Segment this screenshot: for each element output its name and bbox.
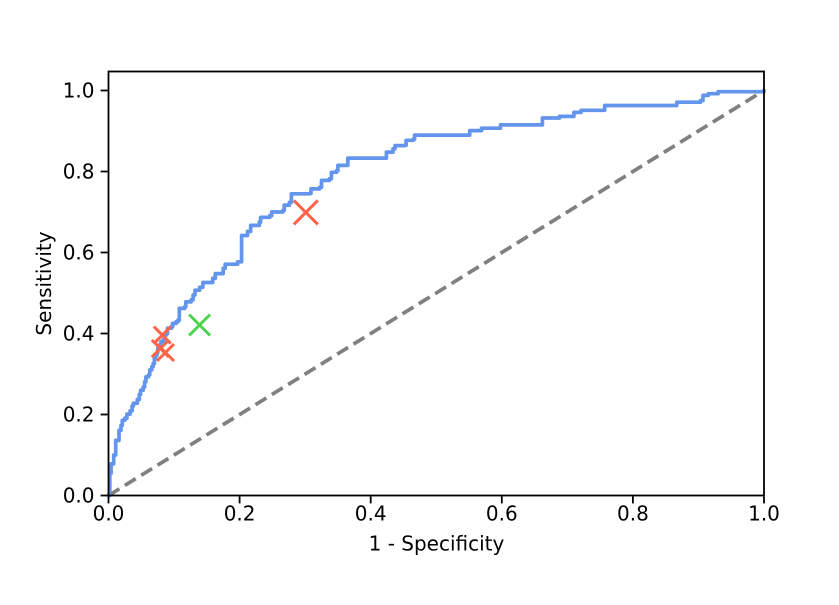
red-operating-points-x-marker — [155, 342, 176, 363]
y-tick-label: 0.0 — [63, 484, 95, 508]
x-tick-label: 0.8 — [617, 502, 649, 526]
x-marker-stroke — [292, 199, 319, 226]
plot-frame — [107, 70, 765, 497]
x-tick-label: 0.4 — [355, 502, 387, 526]
green-operating-point-x-marker — [188, 313, 212, 337]
chance-diagonal-line — [107, 88, 765, 498]
y-tick-label: 0.4 — [63, 322, 95, 346]
x-tick-label: 1.0 — [748, 502, 780, 526]
x-tick-label: 0.6 — [486, 502, 518, 526]
x-marker-stroke — [155, 342, 176, 363]
y-tick-label: 1.0 — [63, 79, 95, 103]
y-ticks: 0.0 0.2 0.4 0.6 0.8 1.0 — [63, 79, 108, 508]
y-tick-label: 0.6 — [63, 241, 95, 265]
y-tick-label: 0.8 — [63, 160, 95, 184]
red-operating-points-x-marker — [292, 199, 319, 226]
operating-point-markers — [150, 199, 319, 363]
x-marker-stroke — [188, 313, 212, 337]
y-axis-label: Sensitivity — [32, 231, 56, 335]
x-tick-label: 0.2 — [224, 502, 256, 526]
y-tick-label: 0.2 — [63, 403, 95, 427]
roc-curve — [106, 88, 766, 498]
x-tick-label: 0.0 — [93, 502, 125, 526]
x-marker-stroke — [152, 325, 172, 345]
x-axis-label: 1 - Specificity — [369, 532, 505, 556]
x-ticks: 0.0 0.2 0.4 0.6 0.8 1.0 — [93, 496, 780, 526]
